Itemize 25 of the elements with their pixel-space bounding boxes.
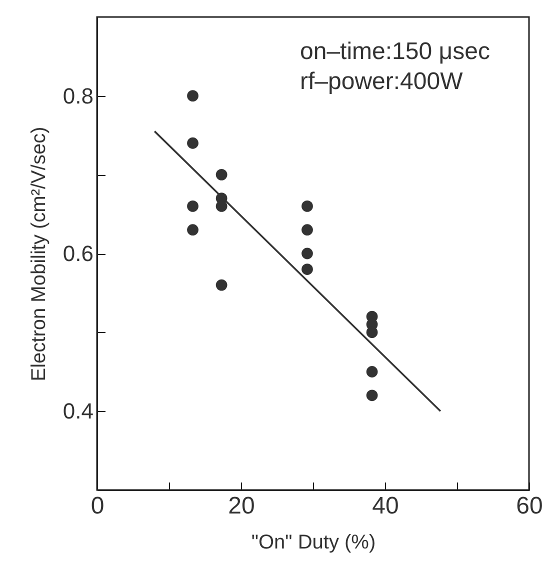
annotation: rf–power:400W bbox=[300, 68, 464, 95]
point bbox=[187, 224, 198, 236]
annotation: on–time:150 μsec bbox=[300, 38, 490, 65]
point bbox=[187, 137, 198, 149]
point bbox=[366, 366, 378, 378]
point bbox=[216, 279, 228, 291]
y-tick-label: 0.4 bbox=[62, 398, 94, 424]
x-tick-label: 40 bbox=[372, 492, 399, 520]
y-axis-title: Electron Mobility (cm²/V/sec) bbox=[28, 126, 50, 382]
point bbox=[187, 200, 198, 212]
point bbox=[302, 200, 313, 212]
point bbox=[302, 248, 313, 260]
point bbox=[187, 90, 198, 102]
x-axis-title: "On" Duty (%) bbox=[251, 532, 376, 554]
x-tick-label: 20 bbox=[228, 492, 255, 520]
x-tick-label: 0 bbox=[90, 492, 104, 520]
point bbox=[366, 390, 378, 402]
point bbox=[216, 168, 228, 180]
point bbox=[302, 264, 313, 275]
point bbox=[216, 200, 228, 212]
y-tick-label: 0.8 bbox=[62, 83, 94, 108]
y-tick-label: 0.6 bbox=[62, 241, 94, 266]
point bbox=[366, 326, 378, 338]
x-tick-label: 60 bbox=[516, 492, 543, 520]
point bbox=[302, 224, 313, 236]
